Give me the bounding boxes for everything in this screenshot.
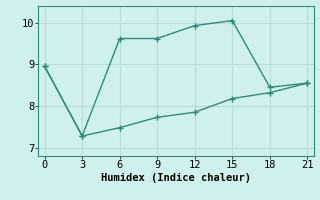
X-axis label: Humidex (Indice chaleur): Humidex (Indice chaleur) [101,173,251,183]
